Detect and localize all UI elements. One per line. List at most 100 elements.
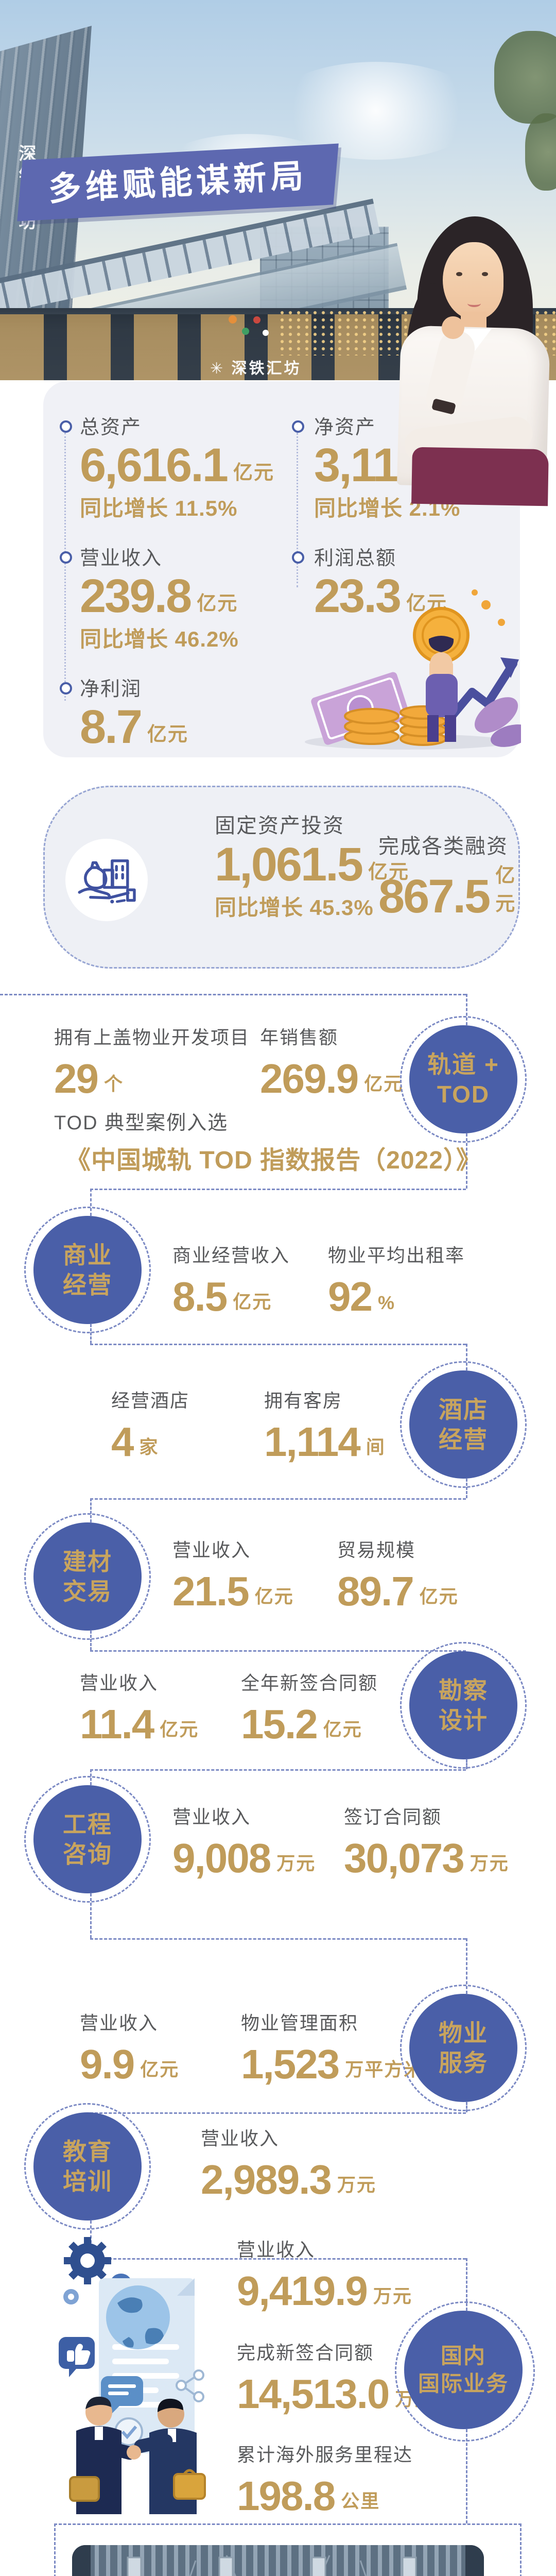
stat-label: 拥有上盖物业开发项目 xyxy=(54,1027,250,1048)
stat-occupancy-rate: 物业平均出租率 92% xyxy=(328,1241,465,1319)
stat-unit: 家 xyxy=(139,1436,159,1458)
stat-number: 8.5 xyxy=(172,1274,228,1319)
circle-label-line: 设计 xyxy=(439,1707,488,1734)
stat-property-revenue: 营业收入 9.9 亿元 xyxy=(80,2008,179,2087)
stat-unit: 亿元 xyxy=(368,861,409,883)
stat-signed-contracts: 签订合同额 30,073 万元 xyxy=(344,1802,509,1880)
section-circle-education: 教育 培训 xyxy=(33,2112,142,2221)
stat-number: 1,523 xyxy=(241,2041,340,2087)
stat-bullet xyxy=(60,551,72,564)
stat-total-assets: 总资产 6,616.1 亿元 同比增长 11.5% xyxy=(80,411,274,522)
flow-connector xyxy=(90,1498,466,1500)
stat-number: 11.4 xyxy=(80,1701,154,1747)
mouth xyxy=(467,300,481,307)
stat-number: 21.5 xyxy=(172,1568,250,1614)
stat-label: 物业平均出租率 xyxy=(328,1245,465,1266)
stat-number: 4 xyxy=(111,1419,134,1465)
stat-education-revenue: 营业收入 2,989.3 万元 xyxy=(201,2124,376,2202)
section-ring xyxy=(24,2103,151,2230)
section-circle-hotel: 酒店 经营 xyxy=(409,1370,517,1479)
stat-label: 贸易规模 xyxy=(337,1539,416,1561)
stat-bullet xyxy=(292,420,304,433)
stat-value: 867.5 亿元 xyxy=(378,859,518,922)
stat-revenue: 营业收入 239.8 亿元 同比增长 46.2% xyxy=(80,542,239,653)
section-circle-survey: 勘察 设计 xyxy=(409,1651,517,1759)
stat-label: 年销售额 xyxy=(260,1027,339,1048)
circle-label-line: 经营 xyxy=(63,1272,112,1298)
stat-label: 营业收入 xyxy=(80,1672,159,1693)
confetti-dot xyxy=(253,316,260,324)
stat-number: 92 xyxy=(328,1274,373,1319)
investment-card: 固定资产投资 1,061.5 亿元 同比增长 45.3% 完成各类融资 867.… xyxy=(43,786,520,969)
growth-arrow xyxy=(442,659,517,727)
stat-label: 全年新签合同额 xyxy=(241,1672,378,1693)
tree-foliage xyxy=(525,113,556,191)
stat-number: 867.5 xyxy=(378,870,491,923)
stat-label: 营业收入 xyxy=(172,1539,251,1561)
pullman-hotel-photo: pullman xyxy=(72,2545,484,2576)
hand xyxy=(442,316,464,339)
circle-label-line: 交易 xyxy=(63,1578,112,1605)
stat-value: 6,616.1 亿元 xyxy=(80,439,274,491)
circle-label-line: 建材 xyxy=(63,1548,112,1575)
stat-number: 9,008 xyxy=(172,1835,271,1881)
flow-connector xyxy=(90,1344,466,1345)
stat-financing: 完成各类融资 867.5 亿元 xyxy=(378,829,518,922)
stat-value: 239.8 亿元 xyxy=(80,570,239,622)
stat-number: 14,513.0 xyxy=(237,2371,390,2417)
section-circle-consulting: 工程 咨询 xyxy=(33,1785,142,1893)
circle-label-line: 教育 xyxy=(63,2138,112,2165)
person-holding-coin xyxy=(413,607,470,742)
stat-consulting-revenue: 营业收入 9,008 万元 xyxy=(172,1802,316,1880)
section-ring xyxy=(400,1985,527,2111)
businessman-right xyxy=(127,2398,206,2514)
stat-number: 9,419.9 xyxy=(237,2268,368,2314)
stat-number: 2,989.3 xyxy=(201,2157,332,2202)
stat-annual-sales: 年销售额 269.9 亿元 xyxy=(260,1023,403,1101)
stat-unit: 万元 xyxy=(373,2285,412,2307)
stat-unit: 亿元 xyxy=(419,1586,459,1607)
circle-label-line: 培训 xyxy=(63,2168,112,2195)
stat-label: 商业经营收入 xyxy=(172,1245,290,1266)
stat-unit: 万元 xyxy=(337,2174,376,2195)
flow-connector xyxy=(90,1938,466,1940)
circle-label-line: 国际业务 xyxy=(418,2371,509,2396)
stat-survey-revenue: 营业收入 11.4 亿元 xyxy=(80,1668,199,1747)
stat-fixed-investment: 固定资产投资 1,061.5 亿元 同比增长 45.3% xyxy=(215,809,409,922)
flow-connector xyxy=(90,1189,92,1216)
flow-connector xyxy=(90,2112,466,2114)
stat-number: 1,114 xyxy=(264,1419,361,1465)
section-ring xyxy=(400,1361,527,1488)
stat-unit: 公里 xyxy=(341,2490,380,2512)
stat-overseas-mileage: 累计海外服务里程达 198.8 公里 xyxy=(237,2440,413,2518)
circle-label-line: 商业 xyxy=(63,1242,112,1268)
stat-managed-area: 物业管理面积 1,523 万平方米 xyxy=(241,2008,423,2087)
stat-label: 营业收入 xyxy=(237,2239,316,2260)
circle-label-line: 物业 xyxy=(439,2020,488,2046)
section-ring xyxy=(24,1513,151,1640)
stat-label: 固定资产投资 xyxy=(215,815,344,837)
stat-number: 1,061.5 xyxy=(215,838,363,891)
stat-value: 1,061.5 亿元 xyxy=(215,839,409,890)
flow-connector xyxy=(466,1344,467,1370)
stat-number: 9.9 xyxy=(80,2041,135,2087)
stat-label: 净资产 xyxy=(314,417,376,438)
circle-label-line: 咨询 xyxy=(63,1841,112,1868)
stat-value: 8.7 亿元 xyxy=(80,701,188,753)
globe xyxy=(106,2285,170,2349)
stat-number: 198.8 xyxy=(237,2473,336,2519)
stat-unit: 亿元 xyxy=(233,462,274,484)
confetti-dot xyxy=(242,328,249,335)
stat-label: 利润总额 xyxy=(314,548,397,569)
stat-tod-projects: 拥有上盖物业开发项目 29 个 xyxy=(54,1023,250,1101)
flow-connector xyxy=(90,1189,466,1190)
eye xyxy=(456,272,462,276)
stat-number: 6,616.1 xyxy=(80,439,229,492)
stat-label: 完成新签合同额 xyxy=(237,2342,374,2363)
circle-label-line: 酒店 xyxy=(439,1396,488,1423)
stat-guest-rooms: 拥有客房 1,114 间 xyxy=(264,1386,386,1464)
skirt xyxy=(411,447,549,506)
stat-materials-revenue: 营业收入 21.5 亿元 xyxy=(172,1535,294,1614)
